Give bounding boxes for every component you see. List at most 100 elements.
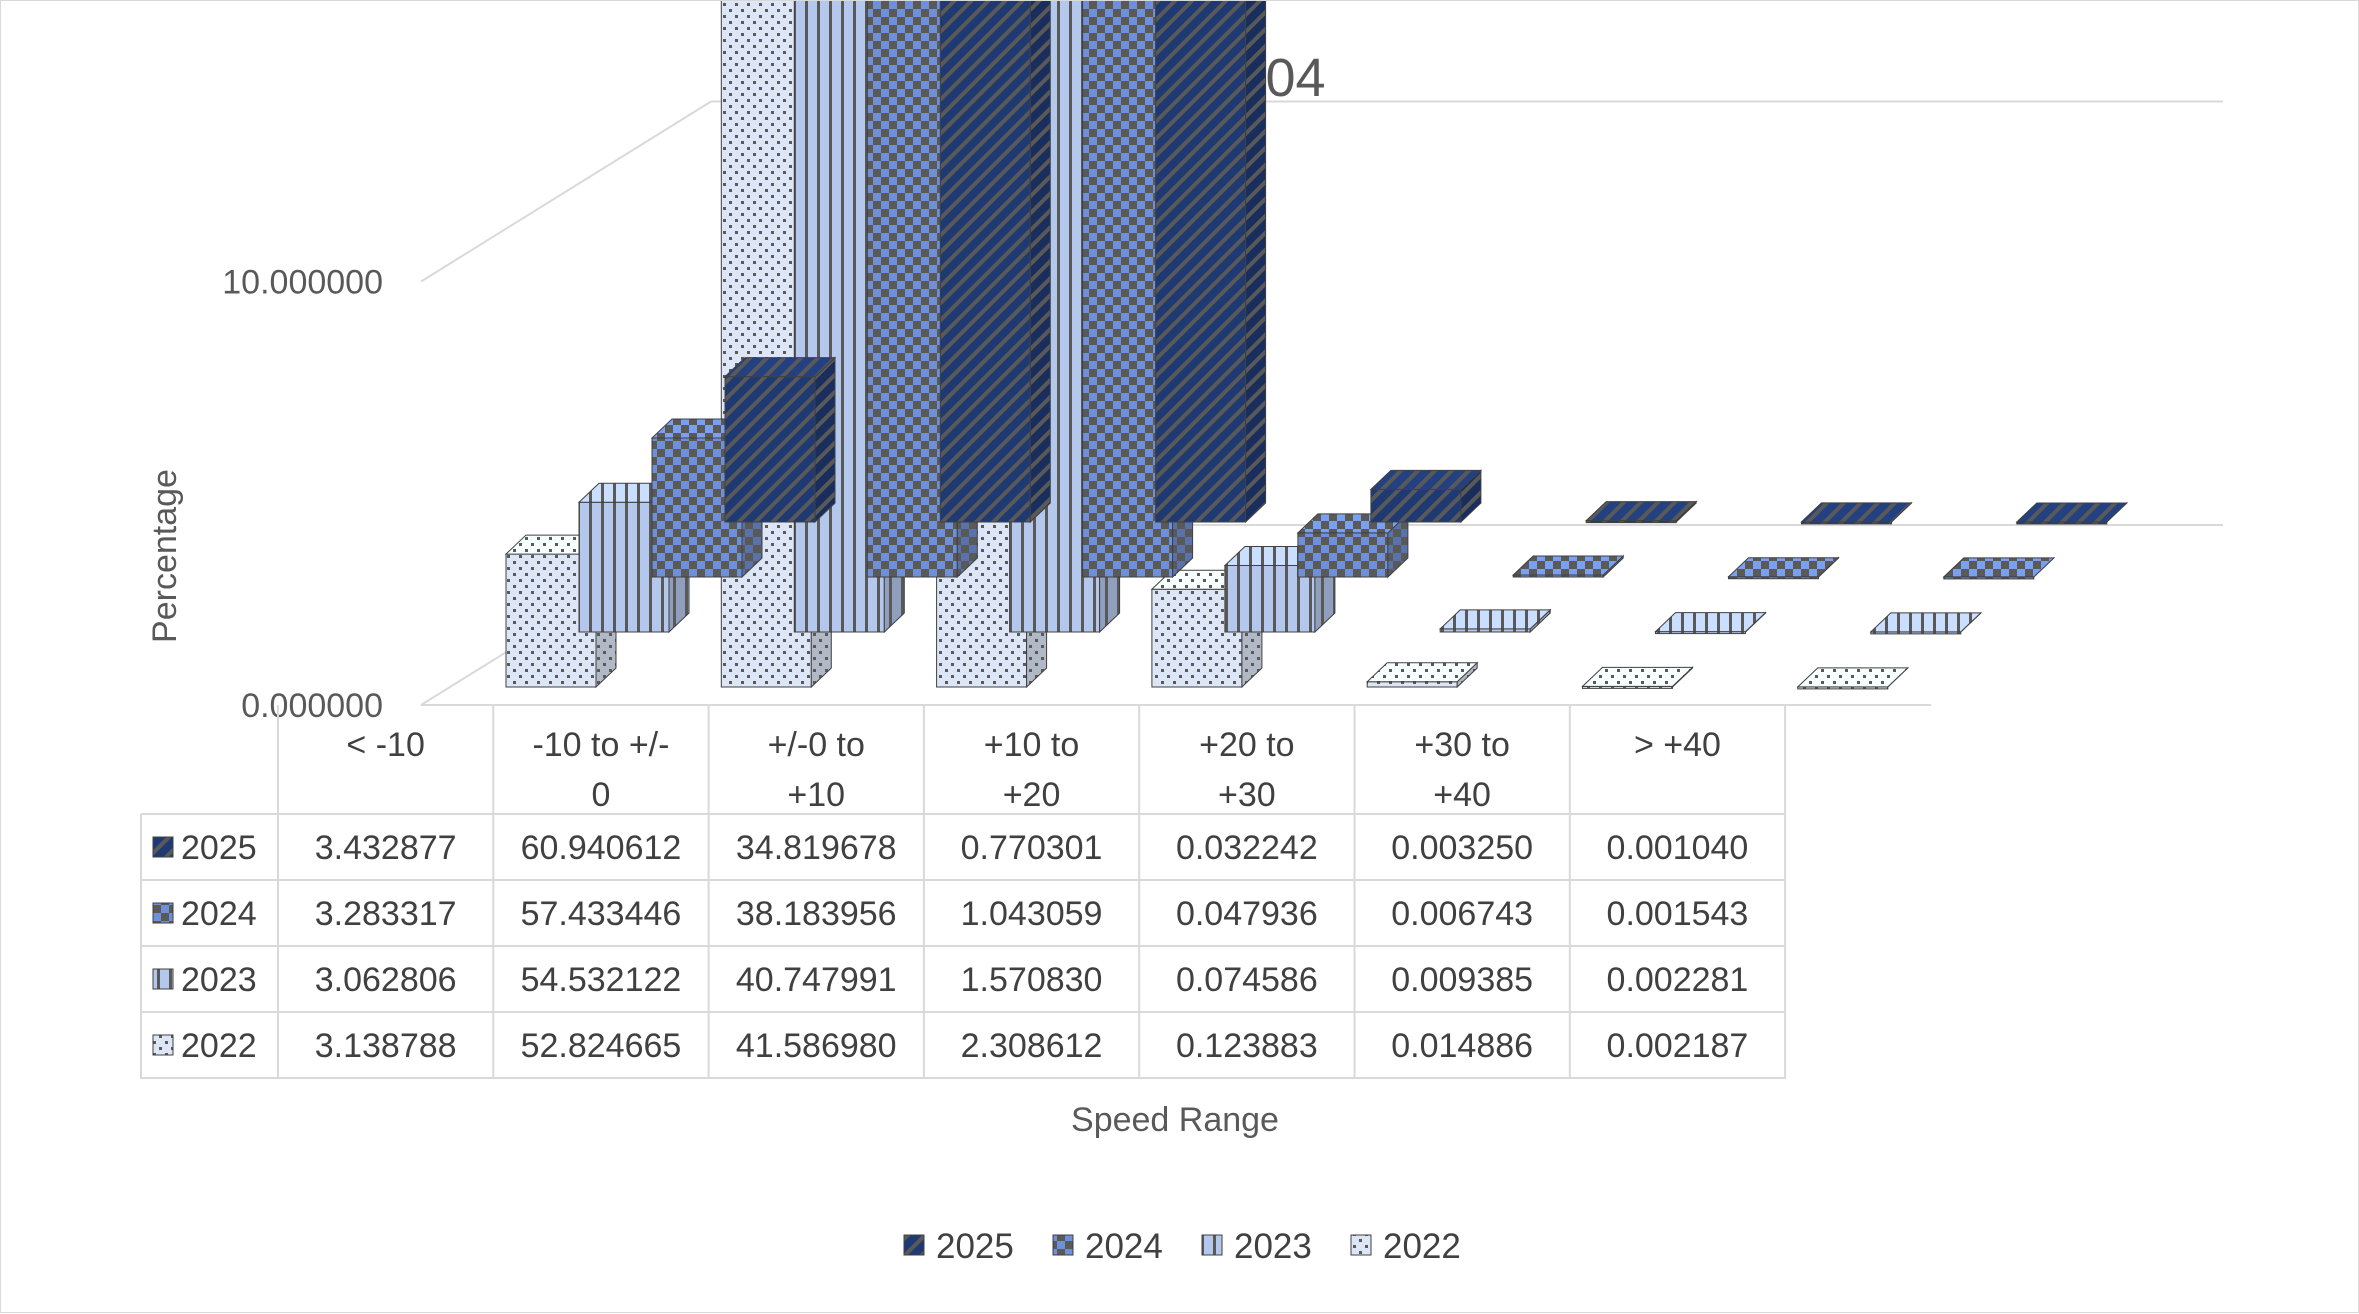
legend-label: 2022 [1383, 1227, 1461, 1266]
bar-2023-4 [1438, 608, 1552, 634]
y-axis-label: Percentage [146, 469, 184, 643]
bar-2022-5 [1581, 666, 1694, 689]
bar-side [814, 356, 836, 524]
series-name: 2024 [181, 895, 257, 933]
bar-top [1511, 555, 1625, 576]
plot-area [504, 1, 2129, 690]
bar-top [1654, 612, 1767, 633]
y-axis-ticks: 0.00000010.00000020.00000030.00000040.00… [222, 264, 383, 726]
table-cell: 0.047936 [1176, 895, 1318, 933]
table-cell: 1.570830 [961, 961, 1103, 999]
legend-item-2022: 2022 [1350, 1227, 1461, 1266]
bar-2025-0 [723, 356, 837, 524]
category-label: +20 to [1199, 726, 1294, 764]
table-cell: 0.001543 [1607, 895, 1749, 933]
bar-2023-6 [1869, 611, 1983, 635]
bar-top [1727, 557, 1840, 578]
bar-top [1369, 469, 1483, 490]
bar-2025-1 [939, 1, 1051, 524]
bar-2022-4 [1365, 661, 1479, 689]
bar-front [1297, 532, 1389, 578]
category-label: +20 [1003, 776, 1061, 814]
bar-2024-4 [1511, 554, 1625, 579]
category-label: +30 [1218, 776, 1276, 814]
bar-front [724, 376, 816, 523]
gridline-side [420, 100, 712, 283]
table-cell: 57.433446 [521, 895, 682, 933]
table-cell: 0.001040 [1607, 829, 1749, 867]
legend: 2025 2024 2023 2022 [903, 1227, 1461, 1266]
table-cell: 0.003250 [1391, 829, 1533, 867]
bar-2023-5 [1654, 611, 1767, 635]
category-label: +10 to [984, 726, 1079, 764]
bar-top [1800, 502, 1913, 523]
table-cell: 38.183956 [736, 895, 897, 933]
legend-item-2023: 2023 [1201, 1227, 1312, 1266]
bar-2022-6 [1796, 666, 1910, 690]
table-cell: 0.009385 [1391, 961, 1533, 999]
bar-top [1365, 662, 1479, 683]
table-cell: 60.940612 [521, 829, 682, 867]
table-cell: 40.747991 [736, 961, 897, 999]
table-cell: 0.032242 [1176, 829, 1318, 867]
series-name: 2022 [181, 1027, 257, 1065]
bar-top [1581, 666, 1694, 687]
legend-swatch [903, 1234, 925, 1256]
series-name: 2025 [181, 829, 257, 867]
category-label: -10 to +/- [532, 726, 669, 764]
bar-side [1245, 1, 1267, 524]
bar-front [939, 1, 1031, 523]
bar-2024-6 [1942, 556, 2056, 580]
bar-2024-3 [1296, 512, 1410, 579]
bar-2023-3 [1223, 545, 1337, 634]
bar-top [723, 357, 837, 378]
bar-top [1438, 609, 1552, 630]
y-tick-label: 0.000000 [241, 687, 383, 725]
bar-top [1584, 501, 1698, 522]
legend-key-2023 [152, 968, 174, 990]
x-axis-label: Speed Range [1071, 1101, 1279, 1139]
table-cell: 0.123883 [1176, 1027, 1318, 1065]
table-cell: 0.014886 [1391, 1027, 1533, 1065]
legend-item-2024: 2024 [1052, 1227, 1163, 1266]
bar-top [2015, 502, 2129, 523]
legend-swatch [1201, 1234, 1223, 1256]
legend-item-2025: 2025 [903, 1227, 1014, 1266]
bar-2025-3 [1369, 469, 1483, 524]
table-cell: 0.002281 [1607, 961, 1749, 999]
table-cell: 3.283317 [315, 895, 457, 933]
bar-2025-2 [1155, 1, 1267, 524]
table-cell: 52.824665 [521, 1027, 682, 1065]
legend-label: 2025 [936, 1227, 1014, 1266]
bar-top [1869, 612, 1983, 633]
category-label: +40 [1433, 776, 1491, 814]
table-cell: 3.062806 [315, 961, 457, 999]
bar-front [1155, 1, 1247, 523]
table-cell: 1.043059 [961, 895, 1103, 933]
table-cell: 2.308612 [961, 1027, 1103, 1065]
table-cell: 0.074586 [1176, 961, 1318, 999]
table-cell: 0.770301 [961, 829, 1103, 867]
bar-2025-6 [2015, 501, 2129, 525]
bar-2024-5 [1727, 556, 1840, 580]
table-cell: 0.006743 [1391, 895, 1533, 933]
bar-2025-4 [1584, 500, 1698, 524]
y-tick-label: 10.000000 [222, 264, 383, 302]
table-cell: 3.432877 [315, 829, 457, 867]
table-cell: 54.532122 [521, 961, 682, 999]
table-cell: 41.586980 [736, 1027, 897, 1065]
bar-front [1366, 681, 1458, 688]
series-name: 2023 [181, 961, 257, 999]
bar-front [1370, 488, 1462, 523]
category-label: +10 [787, 776, 845, 814]
bar-2025-5 [1800, 501, 1913, 525]
legend-swatch [1052, 1234, 1074, 1256]
legend-swatch [1350, 1234, 1372, 1256]
data-table: < -10 -10 to +/- 0 +/-0 to +10 +10 to +20 +20 t… [140, 705, 1787, 1079]
legend-key-2022 [152, 1034, 174, 1056]
table-cell: 3.138788 [315, 1027, 457, 1065]
category-label: +30 to [1414, 726, 1509, 764]
legend-key-2024 [152, 902, 174, 924]
